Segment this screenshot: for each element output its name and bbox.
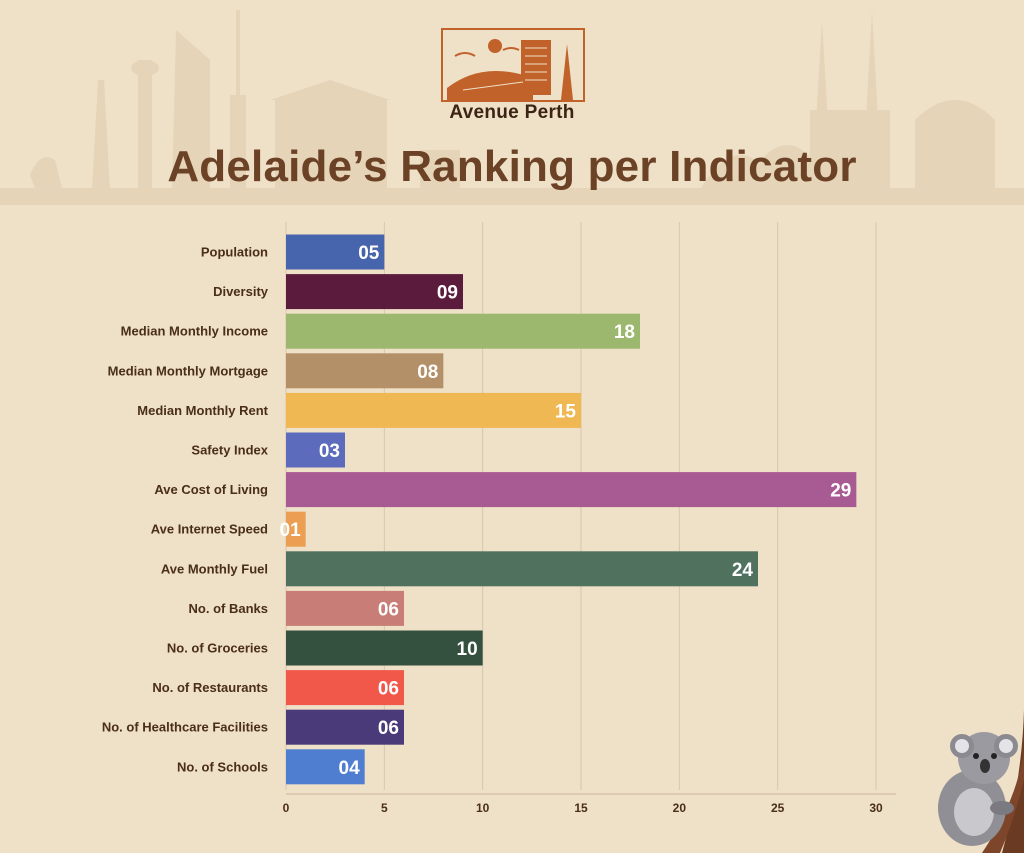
x-tick-label: 15 [574, 801, 588, 815]
category-label: No. of Groceries [167, 641, 268, 656]
bar [286, 511, 306, 547]
x-tick-label: 0 [283, 801, 290, 815]
bar [286, 274, 463, 310]
bar [286, 630, 483, 666]
bar [286, 749, 365, 785]
category-label: Median Monthly Rent [137, 403, 268, 418]
bar [286, 472, 857, 508]
data-label: 24 [732, 560, 754, 581]
data-label: 01 [280, 520, 302, 541]
category-label: Ave Internet Speed [151, 522, 268, 537]
bar [286, 313, 640, 349]
page-title: Adelaide’s Ranking per Indicator [167, 142, 857, 191]
x-tick-label: 20 [673, 801, 687, 815]
bar [286, 392, 581, 428]
category-label: Population [201, 245, 268, 260]
category-label: Safety Index [191, 443, 268, 458]
data-label: 08 [417, 362, 438, 383]
brand-name: Avenue Perth [449, 102, 575, 123]
data-label: 09 [437, 283, 458, 304]
bar [286, 234, 385, 270]
data-label: 06 [378, 679, 399, 700]
category-label: Ave Monthly Fuel [161, 561, 268, 576]
category-label: No. of Schools [177, 759, 268, 774]
brand-logo: Avenue Perth [441, 28, 585, 128]
data-label: 03 [319, 441, 340, 462]
bar [286, 551, 758, 587]
data-label: 15 [555, 401, 577, 422]
category-label: Median Monthly Income [121, 324, 268, 339]
data-label: 06 [378, 718, 399, 739]
x-tick-label: 10 [476, 801, 490, 815]
data-label: 18 [614, 322, 635, 343]
koala-illustration [938, 710, 1024, 853]
x-tick-label: 25 [771, 801, 785, 815]
bar [286, 590, 404, 626]
city-skyline-background [0, 10, 1024, 205]
category-label: Ave Cost of Living [154, 482, 268, 497]
data-label: 04 [339, 758, 361, 779]
logo-illustration [441, 28, 585, 102]
category-label: Median Monthly Mortgage [108, 363, 268, 378]
data-label: 05 [358, 243, 380, 264]
x-tick-label: 30 [869, 801, 883, 815]
bar [286, 670, 404, 706]
data-label: 29 [830, 481, 851, 502]
data-label: 06 [378, 599, 399, 620]
x-tick-label: 5 [381, 801, 388, 815]
category-label: Diversity [213, 284, 269, 299]
data-label: 10 [457, 639, 478, 660]
category-label: No. of Banks [189, 601, 268, 616]
category-label: No. of Healthcare Facilities [102, 720, 268, 735]
category-label: No. of Restaurants [152, 680, 268, 695]
bar [286, 353, 444, 389]
bar [286, 709, 404, 745]
bar [286, 432, 345, 468]
